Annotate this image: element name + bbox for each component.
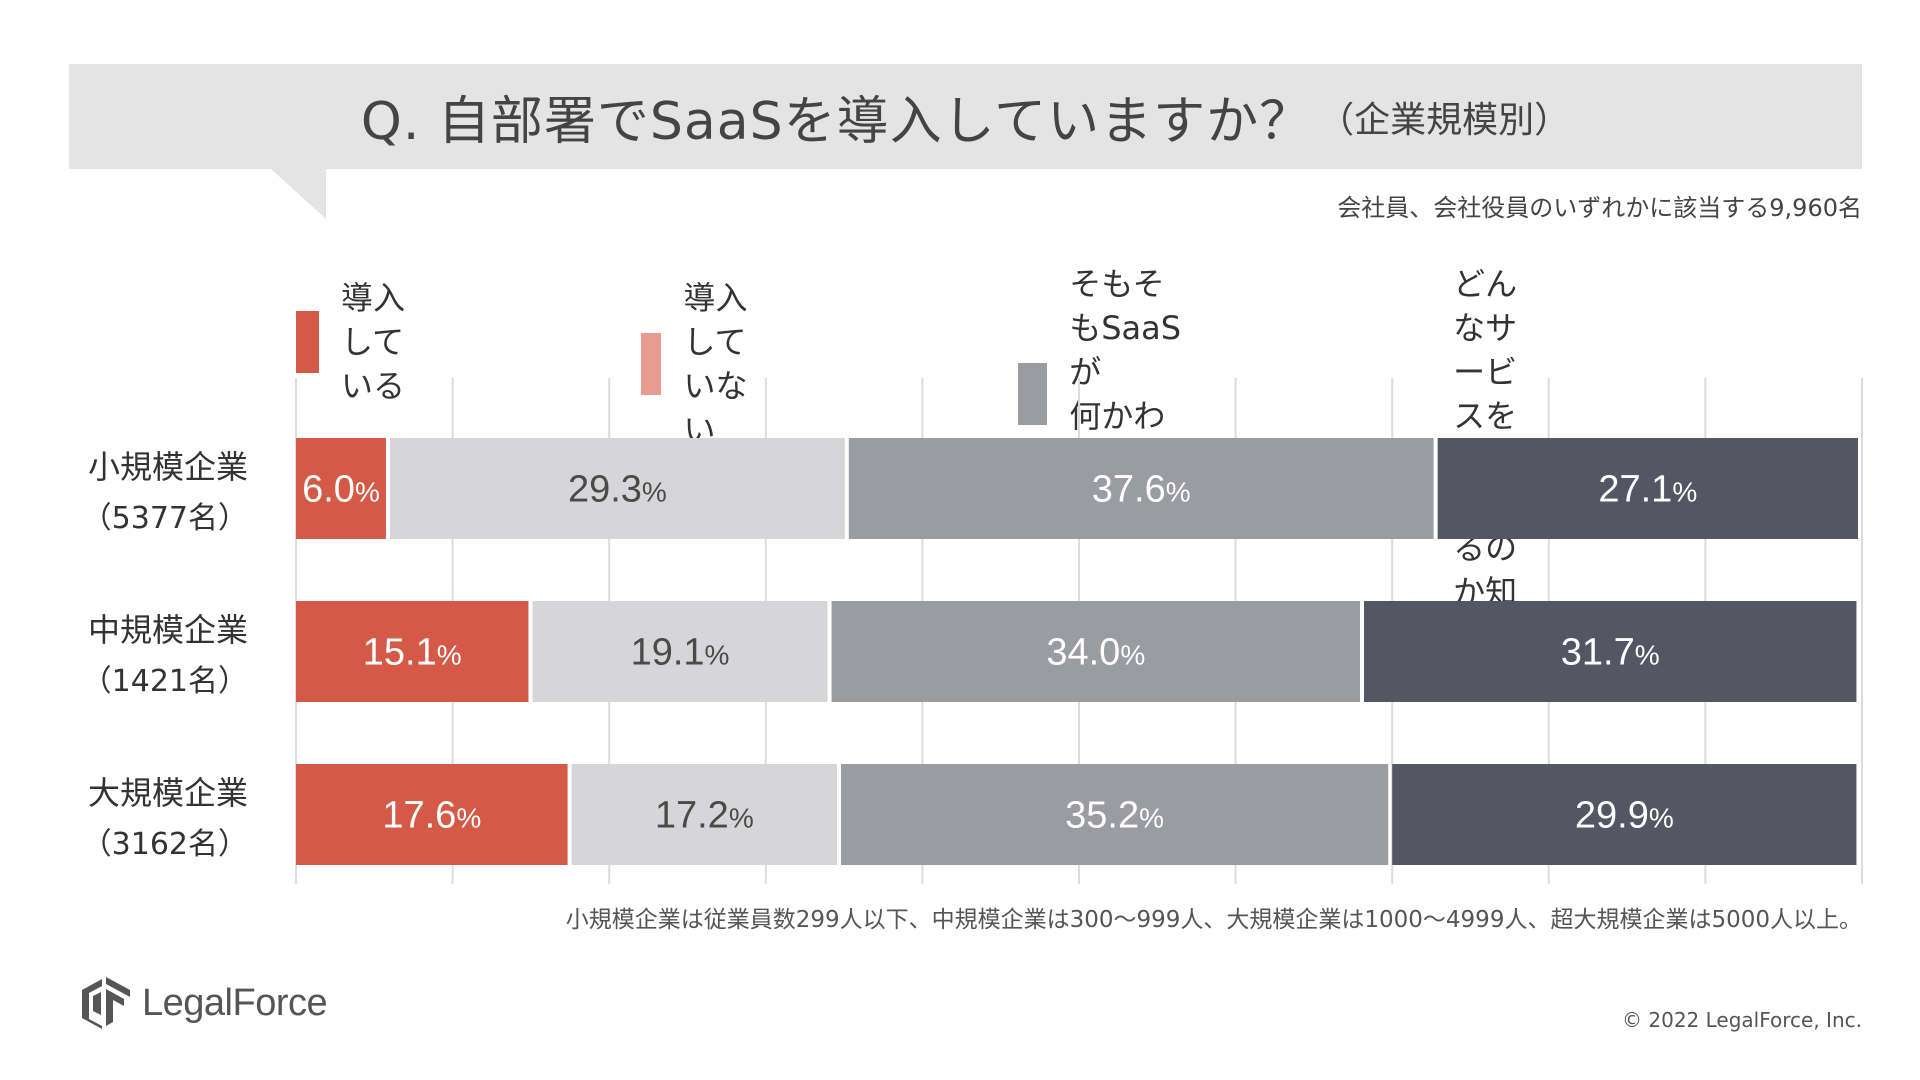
category-count-label: （1421名） bbox=[82, 664, 248, 699]
logo-text: LegalForce bbox=[142, 981, 328, 1024]
data-label: 15.1% bbox=[363, 632, 462, 674]
bar-segment bbox=[840, 764, 1389, 865]
bar-segment bbox=[848, 438, 1434, 539]
bar-segment bbox=[532, 601, 828, 702]
category-label: 大規模企業 bbox=[88, 774, 248, 812]
chart-title: Q. 自部署でSaaSを導入していますか？ bbox=[360, 92, 1313, 152]
data-label: 34.0% bbox=[1046, 632, 1145, 674]
bar-segment bbox=[571, 764, 837, 865]
legend-label-adopted: 導入している bbox=[341, 279, 406, 405]
data-label: 29.3% bbox=[568, 469, 667, 511]
copyright: © 2022 LegalForce, Inc. bbox=[1622, 1008, 1862, 1032]
chart-subtitle: （企業規模別） bbox=[1318, 99, 1571, 141]
legend-swatch-not-adopted bbox=[641, 333, 662, 395]
data-label: 35.2% bbox=[1065, 795, 1164, 837]
category-label: 小規模企業 bbox=[88, 448, 248, 486]
bar-segment bbox=[831, 601, 1361, 702]
bar-segment bbox=[1364, 601, 1857, 702]
legend-item-adopted: 導入している bbox=[296, 276, 412, 408]
data-label: 31.7% bbox=[1561, 632, 1660, 674]
bar-segment bbox=[1437, 438, 1858, 539]
category-label: 中規模企業 bbox=[88, 611, 248, 649]
bar-segment bbox=[296, 601, 529, 702]
legend-swatch-unknown-saas bbox=[1018, 363, 1048, 425]
legend-item-not-adopted: 導入していない bbox=[641, 276, 757, 452]
data-label: 37.6% bbox=[1092, 469, 1191, 511]
data-label: 29.9% bbox=[1575, 795, 1674, 837]
legend-swatch-adopted bbox=[296, 311, 320, 373]
bar-segment bbox=[296, 438, 386, 539]
data-label: 6.0% bbox=[302, 469, 380, 511]
bar-segment bbox=[1392, 764, 1857, 865]
respondents-note: 会社員、会社役員のいずれかに該当する9,960名 bbox=[1337, 194, 1862, 222]
title-banner: Q. 自部署でSaaSを導入していますか？ （企業規模別） bbox=[69, 64, 1862, 169]
title-banner-tail bbox=[271, 169, 326, 219]
category-count-label: （5377名） bbox=[82, 501, 248, 536]
category-count-label: （3162名） bbox=[82, 827, 248, 862]
data-label: 17.6% bbox=[382, 795, 481, 837]
data-label: 19.1% bbox=[631, 632, 730, 674]
logo: LegalForce bbox=[80, 975, 328, 1031]
bar-segment bbox=[296, 764, 568, 865]
bar-segment bbox=[389, 438, 845, 539]
footnote: 小規模企業は従業員数299人以下、中規模企業は300〜999人、大規模企業は10… bbox=[565, 907, 1862, 933]
legalforce-logo-icon bbox=[82, 977, 130, 1029]
data-label: 27.1% bbox=[1598, 469, 1697, 511]
data-label: 17.2% bbox=[655, 795, 754, 837]
legend-label-not-adopted: 導入していない bbox=[683, 279, 748, 449]
